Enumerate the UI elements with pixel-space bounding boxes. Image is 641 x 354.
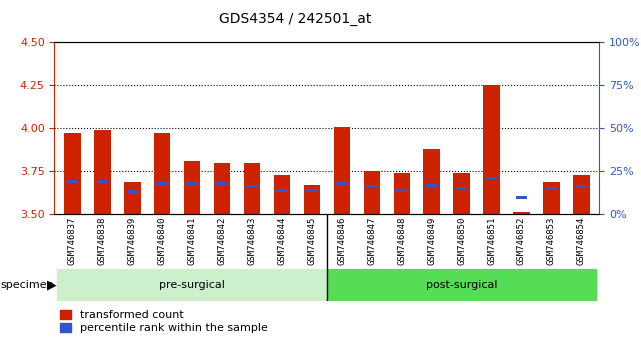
Text: GSM746846: GSM746846 bbox=[337, 217, 346, 265]
Bar bbox=[483, 85, 500, 214]
Text: GSM746845: GSM746845 bbox=[308, 217, 317, 265]
Text: GDS4354 / 242501_at: GDS4354 / 242501_at bbox=[219, 12, 371, 27]
Bar bbox=[576, 185, 587, 188]
Bar bbox=[304, 185, 320, 214]
Bar bbox=[516, 196, 528, 199]
Bar bbox=[424, 149, 440, 214]
Bar bbox=[486, 177, 497, 180]
Text: GSM746850: GSM746850 bbox=[457, 217, 466, 265]
Bar bbox=[543, 182, 560, 214]
Bar bbox=[67, 180, 78, 183]
Bar bbox=[64, 133, 81, 214]
Text: GSM746853: GSM746853 bbox=[547, 217, 556, 265]
Bar bbox=[426, 184, 437, 187]
Text: post-surgical: post-surgical bbox=[426, 280, 497, 290]
Bar bbox=[366, 185, 378, 188]
Text: GSM746837: GSM746837 bbox=[68, 217, 77, 265]
Text: GSM746848: GSM746848 bbox=[397, 217, 406, 265]
Bar bbox=[545, 187, 557, 190]
Bar bbox=[124, 182, 140, 214]
Bar bbox=[394, 173, 410, 214]
Bar bbox=[58, 269, 327, 301]
Bar bbox=[217, 182, 228, 185]
Text: specimen: specimen bbox=[1, 280, 54, 290]
Bar bbox=[184, 161, 201, 214]
Text: GSM746842: GSM746842 bbox=[218, 217, 227, 265]
Bar bbox=[456, 187, 467, 190]
Bar bbox=[214, 163, 230, 214]
Text: GSM746849: GSM746849 bbox=[427, 217, 436, 265]
Bar bbox=[306, 189, 318, 192]
Text: GSM746844: GSM746844 bbox=[278, 217, 287, 265]
Bar bbox=[156, 182, 168, 185]
Bar bbox=[327, 269, 596, 301]
Bar bbox=[453, 173, 470, 214]
Bar bbox=[334, 127, 350, 214]
Bar bbox=[246, 185, 258, 188]
Bar bbox=[276, 189, 288, 192]
Bar bbox=[187, 182, 198, 185]
Text: GSM746847: GSM746847 bbox=[367, 217, 376, 265]
Bar bbox=[513, 212, 529, 214]
Bar bbox=[126, 190, 138, 194]
Bar bbox=[97, 180, 108, 183]
Bar bbox=[573, 175, 590, 214]
Bar bbox=[396, 189, 408, 192]
Text: GSM746839: GSM746839 bbox=[128, 217, 137, 265]
Bar bbox=[154, 133, 171, 214]
Text: GSM746852: GSM746852 bbox=[517, 217, 526, 265]
Text: ▶: ▶ bbox=[47, 279, 56, 291]
Bar bbox=[363, 171, 380, 214]
Text: GSM746854: GSM746854 bbox=[577, 217, 586, 265]
Text: GSM746838: GSM746838 bbox=[98, 217, 107, 265]
Legend: transformed count, percentile rank within the sample: transformed count, percentile rank withi… bbox=[60, 310, 268, 333]
Text: pre-surgical: pre-surgical bbox=[159, 280, 225, 290]
Bar bbox=[244, 163, 260, 214]
Text: GSM746840: GSM746840 bbox=[158, 217, 167, 265]
Text: GSM746851: GSM746851 bbox=[487, 217, 496, 265]
Bar bbox=[94, 130, 111, 214]
Bar bbox=[274, 175, 290, 214]
Bar bbox=[336, 182, 347, 185]
Text: GSM746841: GSM746841 bbox=[188, 217, 197, 265]
Text: GSM746843: GSM746843 bbox=[247, 217, 256, 265]
